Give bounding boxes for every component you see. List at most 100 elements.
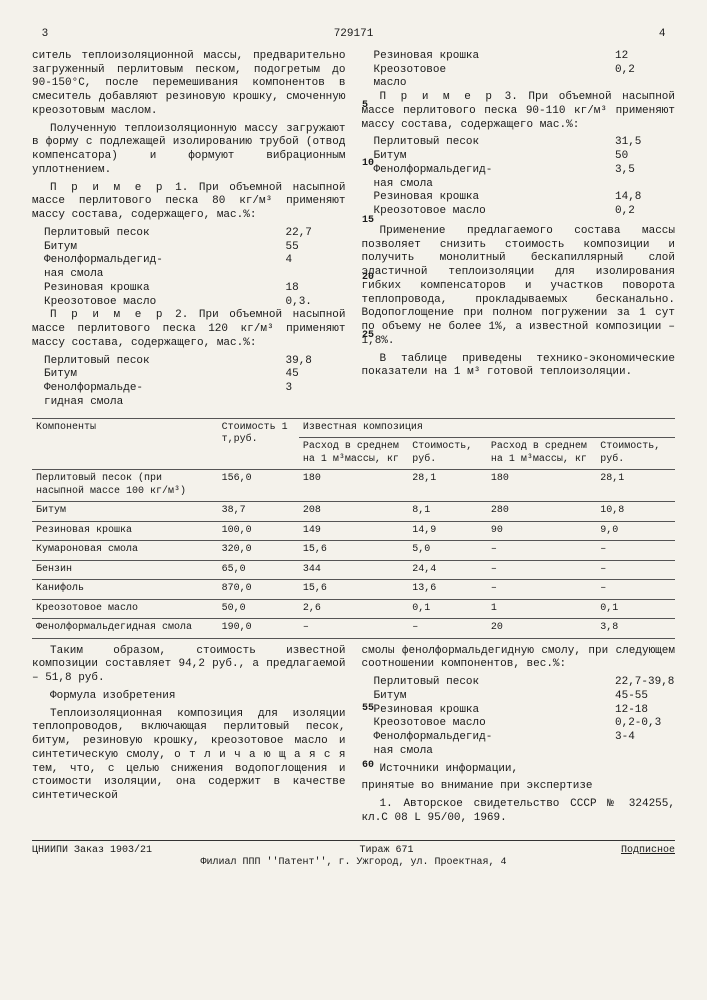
para: Теплоизоляционная композиция для изоляци… xyxy=(32,708,346,804)
cell: 9,0 xyxy=(596,521,675,541)
cell: – xyxy=(487,580,596,600)
component-name: Креозотовое масло xyxy=(374,205,616,219)
para: В таблице приведены технико-экономически… xyxy=(362,353,676,381)
margin-55: 55 xyxy=(362,703,374,716)
cell: 320,0 xyxy=(218,541,299,561)
list-row: Креозотовое масло0,2-0,3 xyxy=(362,717,676,731)
list-row: Креозотовое масло0,2 xyxy=(362,205,676,219)
list-row: Фенолформальдегид-4 xyxy=(32,254,346,268)
component-name: Резиновая крошка xyxy=(374,191,616,205)
component-value: 50 xyxy=(615,150,675,164)
margin-10: 10 xyxy=(362,158,374,171)
para: ситель теплоизоляционной массы, предвари… xyxy=(32,50,346,119)
component-value: 0,3. xyxy=(286,296,346,310)
example-head: П р и м е р 3. При объемной насыпной мас… xyxy=(362,91,676,132)
cell: 50,0 xyxy=(218,599,299,619)
component-name: Перлитовый песок xyxy=(374,136,616,150)
para: Полученную теплоизоляционную массу загру… xyxy=(32,123,346,178)
table-row: Резиновая крошка100,014914,9909,0 xyxy=(32,521,675,541)
bottom-columns: 55 60 Таким образом, стоимость известной… xyxy=(32,645,675,830)
table-row: Перлитовый песок (при насыпной массе 100… xyxy=(32,470,675,502)
list-row: ная смола xyxy=(32,268,346,282)
table-row: Креозотовое масло50,02,60,110,1 xyxy=(32,599,675,619)
component-name: гидная смола xyxy=(44,396,286,410)
list-row: Резиновая крошка12 xyxy=(362,50,676,64)
cell: 90 xyxy=(487,521,596,541)
cell: Фенолформальдегидная смола xyxy=(32,619,218,639)
cell: Перлитовый песок (при насыпной массе 100… xyxy=(32,470,218,502)
cell: 870,0 xyxy=(218,580,299,600)
composition-list-2: Перлитовый песок39,8Битум45Фенолформальд… xyxy=(32,355,346,410)
th: Стоимость, руб. xyxy=(408,438,487,470)
page-header: 3 729171 4 xyxy=(32,28,675,42)
para: смолы фенолформальдегидную смолу, при сл… xyxy=(362,645,676,673)
cell: 0,1 xyxy=(408,599,487,619)
component-value: 45 xyxy=(286,368,346,382)
list-row: Резиновая крошка12-18 xyxy=(362,704,676,718)
doc-number: 729171 xyxy=(334,28,374,42)
margin-25: 25 xyxy=(362,330,374,343)
list-row: Креозотовое0,2 xyxy=(362,64,676,78)
cell: 10,8 xyxy=(596,502,675,522)
cell: 180 xyxy=(487,470,596,502)
cell: 344 xyxy=(299,560,408,580)
component-value: 3 xyxy=(286,382,346,396)
cell: 14,9 xyxy=(408,521,487,541)
para: 1. Авторское свидетельство СССР № 324255… xyxy=(362,798,676,826)
cell: 13,6 xyxy=(408,580,487,600)
list-row: Битум45 xyxy=(32,368,346,382)
component-value: 4 xyxy=(286,254,346,268)
composition-list-1: Перлитовый песок22,7Битум55Фенолформальд… xyxy=(32,227,346,310)
component-name: Перлитовый песок xyxy=(44,355,286,369)
cell: Канифоль xyxy=(32,580,218,600)
component-name: Битум xyxy=(374,690,616,704)
table-row: Фенолформальдегидная смола190,0––203,8 xyxy=(32,619,675,639)
component-value xyxy=(286,396,346,410)
list-row: масло xyxy=(362,77,676,91)
cell: 208 xyxy=(299,502,408,522)
th: Расход в среднем на 1 м³массы, кг xyxy=(299,438,408,470)
cell: – xyxy=(299,619,408,639)
cell: Бензин xyxy=(32,560,218,580)
ex-label: П р и м е р xyxy=(50,309,165,321)
footer-sign: Подписное xyxy=(621,845,675,858)
component-name: Битум xyxy=(44,368,286,382)
th: Стоимость 1 т,руб. xyxy=(218,418,299,470)
component-value: 22,7-39,8 xyxy=(615,676,675,690)
component-value: 0,2-0,3 xyxy=(615,717,675,731)
margin-20: 20 xyxy=(362,272,374,285)
para: Применение предлагаемого состава массы п… xyxy=(362,225,676,349)
cell: Битум xyxy=(32,502,218,522)
component-name: ная смола xyxy=(374,745,616,759)
cell: – xyxy=(596,580,675,600)
cell: 190,0 xyxy=(218,619,299,639)
margin-5: 5 xyxy=(362,100,368,113)
cell: 65,0 xyxy=(218,560,299,580)
list-row: Битум50 xyxy=(362,150,676,164)
component-name: Фенолформальде- xyxy=(44,382,286,396)
list-row: Перлитовый песок39,8 xyxy=(32,355,346,369)
component-name: Перлитовый песок xyxy=(374,676,616,690)
th: Расход в среднем на 1 м³массы, кг xyxy=(487,438,596,470)
component-value: 55 xyxy=(286,241,346,255)
component-value xyxy=(286,268,346,282)
component-value: 18 xyxy=(286,282,346,296)
cell: 180 xyxy=(299,470,408,502)
component-value: 3-4 xyxy=(615,731,675,745)
component-name: ная смола xyxy=(44,268,286,282)
list-row: Битум55 xyxy=(32,241,346,255)
margin-15: 15 xyxy=(362,215,374,228)
cell: 0,1 xyxy=(596,599,675,619)
composition-formula: Перлитовый песок22,7-39,8Битум45-55Резин… xyxy=(362,676,676,759)
cell: Креозотовое масло xyxy=(32,599,218,619)
component-value xyxy=(615,178,675,192)
component-name: Креозотовое масло xyxy=(44,296,286,310)
component-name: Битум xyxy=(374,150,616,164)
component-name: Резиновая крошка xyxy=(44,282,286,296)
bottom-right: смолы фенолформальдегидную смолу, при сл… xyxy=(362,645,676,830)
component-name: Фенолформальдегид- xyxy=(374,731,616,745)
component-name: масло xyxy=(374,77,616,91)
component-value xyxy=(615,77,675,91)
list-row: Перлитовый песок31,5 xyxy=(362,136,676,150)
cell: 2,6 xyxy=(299,599,408,619)
